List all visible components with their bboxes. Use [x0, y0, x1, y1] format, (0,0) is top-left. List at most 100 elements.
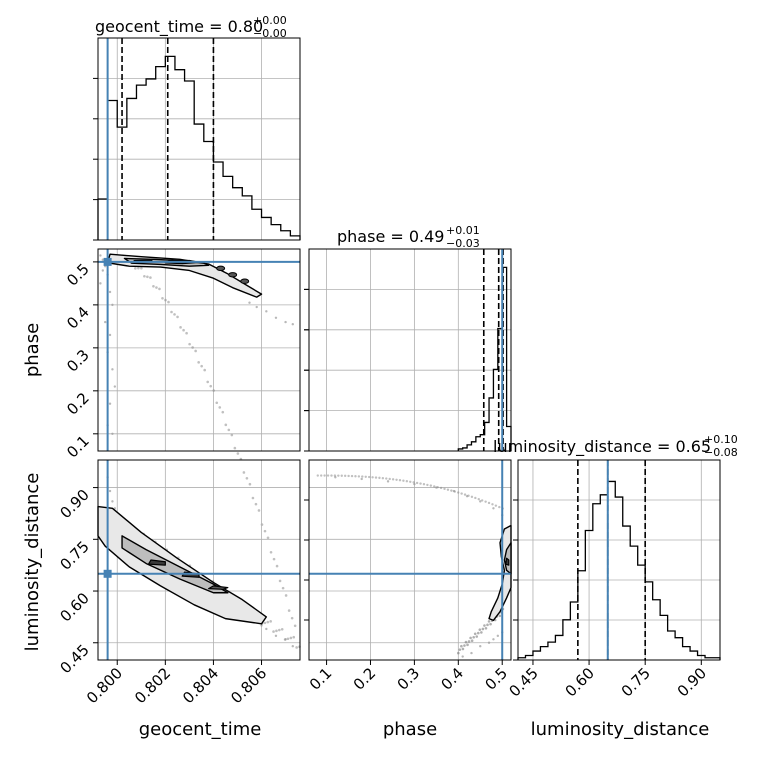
distance-title: luminosity_distance = 0.65	[493, 437, 711, 457]
scatter-point	[260, 523, 264, 526]
panel-frame	[517, 459, 721, 661]
scatter-point	[429, 484, 433, 487]
geocent-time-title: geocent_time = 0.80	[95, 17, 263, 37]
geocent-time-minus: −0.00	[253, 27, 287, 40]
scatter-point	[412, 481, 415, 484]
scatter-point	[113, 385, 117, 388]
scatter-point	[191, 346, 194, 349]
x-tick-label: 0.802	[131, 664, 174, 707]
x-tick-label: 0.800	[83, 664, 126, 707]
y-tick-label: 0.45	[56, 641, 92, 677]
scatter-point	[483, 624, 486, 627]
scatter-point	[492, 638, 495, 641]
scatter-point	[149, 276, 152, 279]
contour-island	[240, 278, 250, 284]
x-axis-label-phase: phase	[383, 719, 437, 740]
scatter-point	[446, 488, 450, 491]
scatter-point	[371, 476, 374, 479]
scatter-point	[461, 647, 465, 651]
scatter-point	[470, 651, 473, 655]
scatter-point	[108, 489, 112, 493]
scatter-point	[316, 474, 319, 477]
y-tick-label: 0.2	[63, 389, 93, 419]
scatter-point	[413, 482, 416, 486]
scatter-point	[463, 493, 467, 496]
scatter-point	[487, 620, 491, 623]
phase-title: phase = 0.49	[337, 227, 444, 246]
scatter-point	[480, 499, 484, 502]
y-tick-label: 0.3	[63, 346, 93, 376]
contour-inner	[208, 585, 229, 590]
scatter-point	[374, 476, 378, 479]
y-tick-label: 0.5	[63, 260, 93, 290]
scatter-point	[464, 640, 468, 644]
distance-minus: −0.08	[704, 446, 738, 459]
scatter-point	[330, 474, 333, 477]
y-tick-label: 0.75	[56, 537, 92, 573]
scatter-point	[99, 282, 102, 285]
scatter-point	[200, 364, 203, 368]
scatter-point	[278, 579, 282, 583]
scatter-point	[450, 489, 453, 492]
scatter-point	[323, 474, 326, 477]
scatter-point	[248, 482, 252, 486]
scatter-point	[463, 644, 466, 647]
scatter-point	[388, 477, 391, 481]
scatter-point	[104, 320, 107, 324]
scatter-point	[470, 495, 474, 499]
scatter-point	[227, 428, 231, 432]
scatter-point	[283, 638, 287, 641]
scatter-point	[286, 637, 290, 641]
scatter-point	[487, 641, 491, 644]
scatter-point	[255, 305, 258, 309]
scatter-point	[134, 267, 137, 270]
scatter-point	[143, 274, 146, 278]
scatter-point	[489, 622, 492, 626]
scatter-point	[492, 507, 495, 510]
scatter-point	[350, 474, 354, 478]
y-tick-label: 0.1	[63, 432, 93, 462]
scatter-point	[209, 384, 213, 388]
scatter-point	[460, 492, 463, 495]
scatter-point	[242, 471, 246, 474]
scatter-point	[173, 313, 176, 316]
scatter-point	[484, 626, 488, 630]
scatter-point	[494, 504, 498, 507]
scatter-point	[402, 479, 405, 482]
scatter-point	[386, 480, 390, 483]
x-tick-label: 0.45	[505, 664, 541, 700]
scatter-point	[343, 474, 347, 478]
x-axis-label-geocent-time: geocent_time	[139, 719, 262, 740]
scatter-point	[347, 474, 350, 478]
scatter-point	[251, 496, 255, 500]
scatter-point	[146, 275, 149, 279]
x-axis-label-luminosity-distance: luminosity_distance	[531, 719, 710, 740]
scatter-point	[111, 303, 114, 307]
scatter-point	[215, 401, 219, 405]
scatter-point	[367, 475, 371, 479]
scatter-point	[257, 509, 261, 512]
scatter-point	[275, 629, 278, 633]
scatter-point	[212, 389, 216, 392]
scatter-point	[476, 631, 480, 635]
x-tick-label: 0.2	[350, 664, 380, 694]
scatter-point	[254, 502, 258, 506]
scatter-point	[291, 645, 294, 648]
scatter-point	[467, 494, 470, 497]
contour-island	[228, 272, 238, 278]
scatter-point	[111, 368, 114, 371]
scatter-point	[108, 290, 112, 294]
scatter-point	[422, 483, 426, 486]
x-tick-label: 0.806	[227, 664, 270, 707]
scatter-point	[292, 635, 296, 639]
panel-phase-hist: phase = 0.49 +0.01 −0.03	[304, 224, 512, 452]
scatter-point	[364, 475, 367, 479]
x-tick-label: 0.804	[179, 664, 222, 707]
scatter-point	[419, 482, 422, 485]
scatter-point	[278, 628, 281, 632]
scatter-point	[230, 433, 234, 437]
scatter-point	[460, 644, 463, 648]
scatter-point	[233, 446, 237, 450]
scatter-point	[475, 635, 479, 638]
